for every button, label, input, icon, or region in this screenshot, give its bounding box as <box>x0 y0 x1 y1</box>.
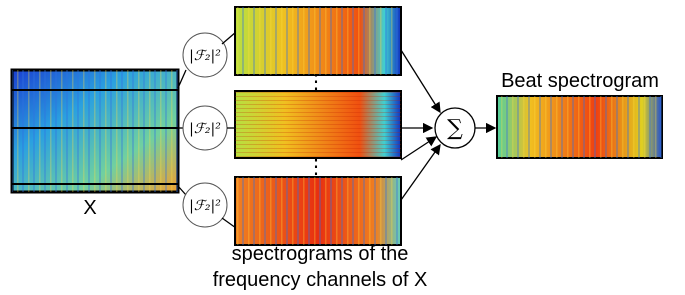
texture <box>497 96 662 158</box>
ellipsis: ⋮ <box>306 156 326 178</box>
sum-label: ∑ <box>447 116 463 141</box>
operator-label: |ℱ₂|² <box>189 48 221 64</box>
diagram: X |ℱ₂|² |ℱ₂|² |ℱ₂|² ⋮ ⋮ ∑ Beat spectrog <box>0 0 685 295</box>
channel-spectrogram <box>235 7 401 75</box>
channel-spectrogram <box>235 177 401 245</box>
input-label: X <box>83 197 96 219</box>
texture <box>12 70 178 192</box>
caption-line: spectrograms of the <box>232 243 409 265</box>
operator-label: |ℱ₂|² <box>189 121 221 137</box>
output-title: Beat spectrogram <box>501 70 659 92</box>
ellipsis: ⋮ <box>306 71 326 93</box>
operator-label: |ℱ₂|² <box>189 198 221 214</box>
channel-spectrogram <box>235 91 401 158</box>
operator: |ℱ₂|² <box>183 33 227 77</box>
operator: |ℱ₂|² <box>183 183 227 227</box>
operator: |ℱ₂|² <box>183 106 227 150</box>
caption-line: frequency channels of X <box>213 269 428 291</box>
